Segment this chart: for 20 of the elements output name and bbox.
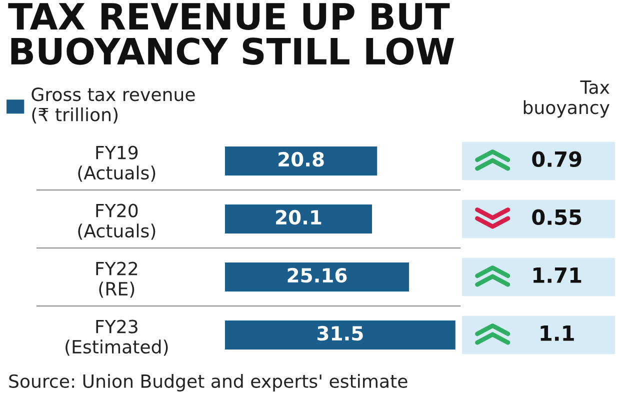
data-label: 20.8 [278,152,324,167]
text: 1.1 [540,326,574,341]
bar [225,204,372,234]
legend-label: Gross tax revenue (₹ trillion) [32,88,195,124]
source-note: Source: Union Budget and experts' estimate [9,374,408,392]
bar [225,262,410,292]
y-tick-label: FY23 (Estimated) [66,320,168,356]
data-label: 31.5 [318,326,363,341]
text: Tax buoyancy [524,80,610,118]
y-tick-label: FY22 (RE) [96,262,138,298]
text: 1.71 [534,268,582,283]
bar [225,320,456,350]
text: 0.79 [532,151,582,168]
chart-title: TAX REVENUE UP BUT BUOYANCY STILL LOW [8,3,454,65]
text: 0.55 [532,209,582,226]
y-tick-label: FY19 (Actuals) [78,146,156,182]
data-label: 25.16 [288,268,347,283]
y-tick-label: FY20 (Actuals) [78,204,156,240]
bar [225,146,378,176]
data-label: 20.1 [276,210,322,225]
